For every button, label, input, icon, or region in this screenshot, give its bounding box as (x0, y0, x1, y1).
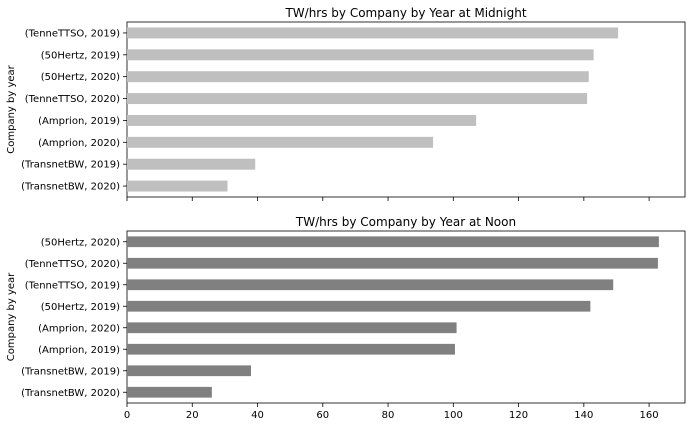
y-axis-label: Company by year (6, 272, 17, 361)
chart-panel-2: TW/hrs by Company by Year at Noon Company… (6, 215, 686, 421)
y-tick-label: (TransnetBW, 2020) (21, 182, 120, 193)
x-tick-label: 160 (640, 410, 659, 421)
bar (127, 257, 658, 269)
y-tick-label: (TenneTTSO, 2019) (25, 28, 120, 39)
bar (127, 93, 588, 105)
x-tick-label: 40 (251, 410, 264, 421)
y-tick-label: (Amprion, 2020) (38, 138, 120, 149)
bar (127, 322, 457, 334)
y-tick-label: (TenneTTSO, 2020) (25, 94, 120, 105)
bar (127, 49, 594, 61)
y-tick-label: (TenneTTSO, 2020) (25, 259, 120, 270)
x-tick-label: 80 (382, 410, 395, 421)
y-tick-label: (TransnetBW, 2020) (21, 388, 120, 399)
chart-title: TW/hrs by Company by Year at Noon (295, 215, 516, 229)
bar (127, 386, 212, 398)
bar (127, 180, 228, 192)
y-tick-label: (50Hertz, 2019) (41, 50, 120, 61)
bar (127, 343, 455, 355)
x-tick-label: 120 (509, 410, 528, 421)
y-tick-label: (Amprion, 2020) (38, 323, 120, 334)
bar (127, 71, 589, 83)
bar (127, 27, 619, 39)
x-tick-label: 0 (124, 410, 130, 421)
y-tick-label: (50Hertz, 2019) (41, 302, 120, 313)
x-tick-label: 60 (316, 410, 329, 421)
chart-title: TW/hrs by Company by Year at Midnight (284, 6, 526, 20)
x-tick-label: 140 (574, 410, 593, 421)
bar (127, 236, 659, 248)
bar (127, 114, 477, 126)
bar (127, 279, 614, 291)
chart-panel-1: TW/hrs by Company by Year at Midnight Com… (6, 6, 686, 201)
bar (127, 300, 591, 312)
y-tick-label: (TenneTTSO, 2019) (25, 280, 120, 291)
y-tick-label: (50Hertz, 2020) (41, 72, 120, 83)
plot-frame (126, 230, 686, 404)
y-tick-label: (Amprion, 2019) (38, 116, 120, 127)
y-tick-label: (TransnetBW, 2019) (21, 366, 120, 377)
bar (127, 158, 256, 170)
y-tick-label: (50Hertz, 2020) (41, 237, 120, 248)
bar (127, 365, 251, 377)
y-axis-label: Company by year (6, 64, 17, 153)
y-tick-label: (Amprion, 2019) (38, 345, 120, 356)
x-tick-label: 100 (444, 410, 463, 421)
x-tick-label: 20 (186, 410, 199, 421)
bar (127, 136, 434, 148)
plot-frame (126, 21, 686, 198)
y-tick-label: (TransnetBW, 2019) (21, 160, 120, 171)
